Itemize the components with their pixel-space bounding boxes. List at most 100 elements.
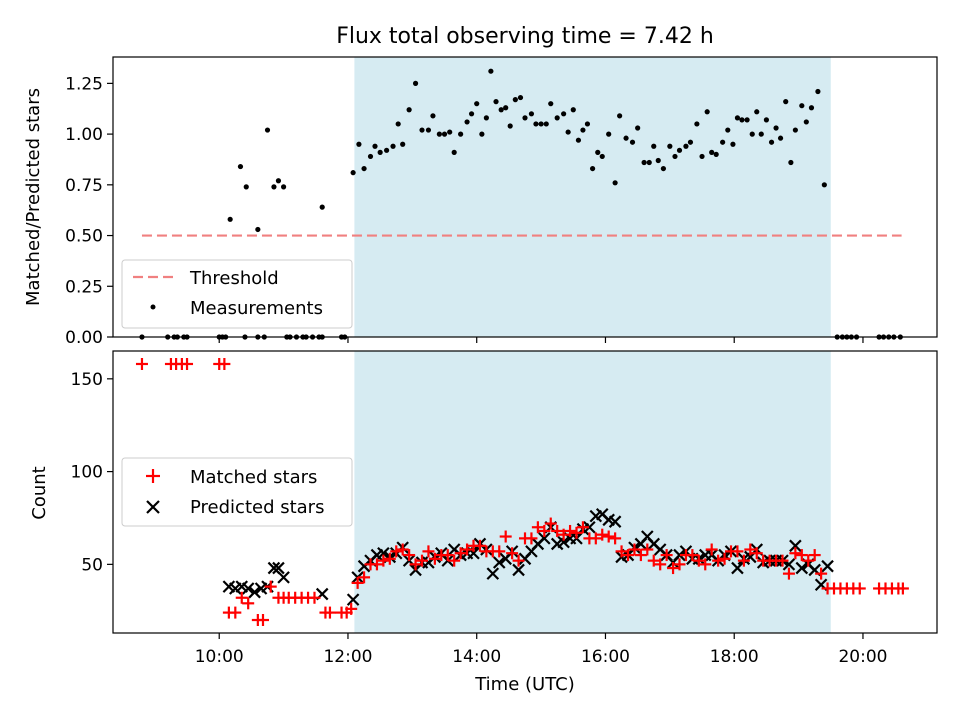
count-y-tick-label: 150 — [71, 370, 103, 390]
x-tick-label: 20:00 — [838, 647, 887, 667]
matched-star-points — [135, 357, 909, 627]
measurement-point — [734, 115, 741, 121]
measurement-point — [498, 107, 504, 113]
x-tick-label: 14:00 — [452, 647, 501, 667]
predicted-star-point — [486, 567, 500, 580]
measurement-point — [377, 149, 383, 155]
matched-star-point — [351, 576, 364, 589]
predicted-star-point — [241, 582, 255, 595]
matched-star-point — [499, 530, 512, 543]
measurement-point — [503, 105, 509, 111]
measurement-point — [612, 180, 618, 186]
measurement-point — [565, 129, 571, 135]
legend-measurements-label: Measurements — [190, 298, 323, 319]
predicted-star-point — [277, 571, 290, 584]
legend-predicted-label: Predicted stars — [190, 497, 324, 518]
matched-star-point — [673, 558, 686, 571]
ratio-y-tick-label: 1.00 — [65, 125, 103, 145]
measurement-point — [479, 131, 485, 137]
measurement-point — [468, 111, 475, 117]
measurement-point — [441, 131, 448, 137]
count-y-ticks: 50 100 150 — [71, 370, 113, 575]
matched-star-point — [493, 545, 506, 558]
measurement-point — [319, 204, 325, 210]
matched-star-point — [403, 549, 416, 562]
observing-span-bottom — [354, 351, 831, 633]
matched-star-point — [789, 547, 802, 560]
matched-star-point — [795, 549, 808, 562]
matched-star-point — [686, 549, 699, 562]
matched-star-point — [323, 606, 336, 619]
ratio-y-tick-label: 0.50 — [65, 227, 103, 247]
ratio-x-ticks — [218, 337, 864, 343]
x-tick-label: 12:00 — [323, 647, 372, 667]
count-panel-frame — [112, 350, 938, 634]
measurement-point — [773, 125, 779, 131]
measurement-point — [350, 170, 356, 176]
measurement-point — [533, 121, 539, 127]
measurement-point — [783, 99, 789, 105]
matched-star-point — [647, 554, 660, 567]
matched-star-point — [256, 614, 269, 627]
measurement-point — [672, 153, 678, 160]
matched-star-point — [557, 528, 570, 541]
measurement-point — [488, 68, 494, 74]
measurement-point — [749, 131, 755, 137]
measurement-point — [651, 143, 657, 149]
measurement-point — [709, 149, 715, 155]
measurement-point — [739, 117, 745, 123]
ratio-legend-box — [121, 259, 353, 329]
predicted-star-point — [248, 585, 261, 599]
ratio-y-ticks: 0.00 0.25 0.50 0.75 1.00 1.25 — [65, 74, 113, 348]
matched-star-point — [641, 543, 654, 556]
measurement-point — [599, 153, 605, 160]
measurement-point — [744, 117, 750, 123]
measurement-point — [641, 159, 647, 166]
measurement-point — [372, 143, 378, 149]
matched-star-point — [628, 543, 641, 556]
measurement-point — [383, 147, 390, 153]
measurement-point — [548, 101, 554, 107]
matched-star-point — [570, 526, 583, 539]
matched-star-point — [576, 521, 589, 534]
measurement-point — [361, 165, 367, 172]
matched-star-point — [461, 543, 474, 556]
measurement-point — [367, 153, 374, 160]
matched-star-point — [525, 532, 538, 545]
measurement-point — [815, 88, 821, 95]
measurement-point — [507, 123, 513, 129]
measurement-point — [412, 80, 419, 86]
measurement-point — [720, 139, 726, 145]
matched-star-point — [602, 530, 615, 543]
measurement-point — [676, 147, 683, 153]
matched-star-point — [181, 357, 194, 370]
predicted-star-point — [583, 520, 596, 534]
ratio-panel-frame — [112, 56, 938, 338]
measurement-point — [699, 153, 705, 160]
predicted-star-point — [267, 561, 281, 575]
matched-star-point — [853, 582, 866, 595]
measurement-point — [271, 184, 277, 190]
matched-star-point — [718, 552, 731, 565]
measurement-point — [758, 131, 764, 137]
measurement-point — [704, 109, 710, 115]
measurement-point — [763, 117, 770, 123]
matched-star-point — [744, 543, 757, 556]
count-y-tick-label: 50 — [81, 555, 103, 575]
measurement-point — [406, 107, 412, 113]
predicted-star-point — [795, 561, 809, 575]
predicted-star-point — [538, 532, 551, 545]
ratio-y-axis-label: Matched/Predicted stars — [23, 88, 44, 306]
measurement-point — [713, 151, 719, 157]
count-legend-box — [121, 457, 353, 527]
matched-star-point — [731, 545, 744, 558]
matched-star-point — [409, 558, 422, 571]
chart-title: Flux total observing time = 7.42 h — [336, 24, 714, 49]
matched-star-point — [896, 582, 909, 595]
measurement-point — [808, 105, 815, 111]
matched-star-point — [454, 547, 467, 560]
measurement-point — [280, 184, 287, 190]
matched-star-point — [609, 532, 622, 545]
matched-star-point — [564, 524, 577, 537]
